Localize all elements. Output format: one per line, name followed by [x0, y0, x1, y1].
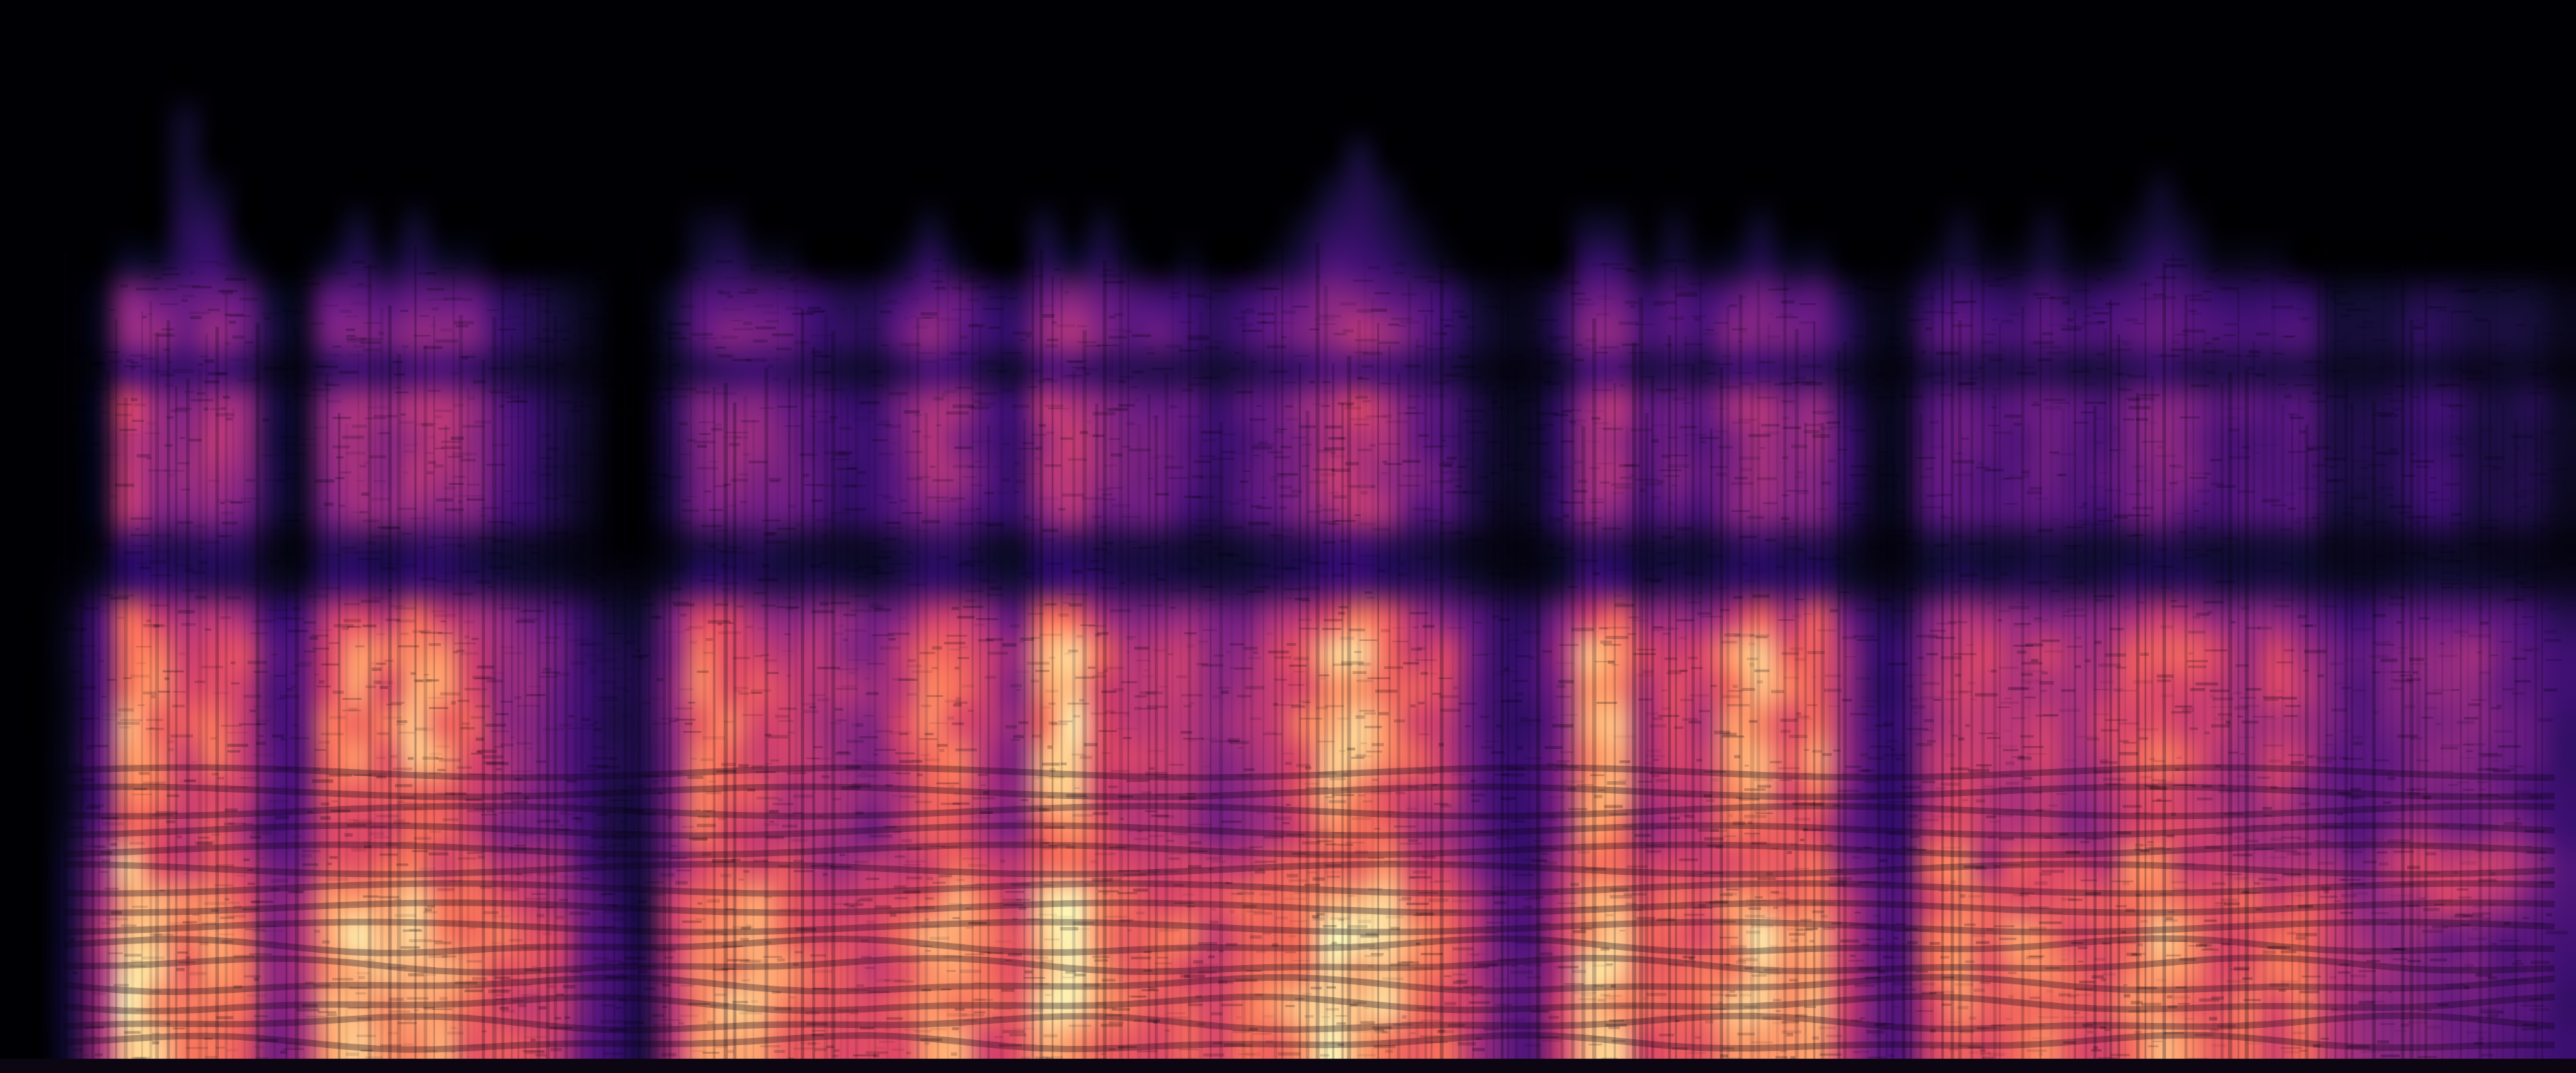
- spectrogram-figure: [0, 0, 2576, 1073]
- spectrogram-canvas: [0, 0, 2576, 1073]
